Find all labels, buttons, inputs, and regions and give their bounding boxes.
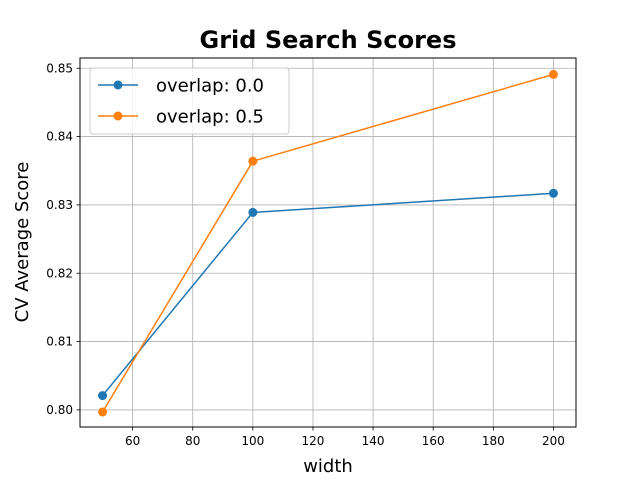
y-tick-label: 0.80 [46, 403, 73, 417]
legend-marker [113, 80, 123, 90]
y-axis-label: CV Average Score [12, 162, 33, 323]
x-tick-label: 80 [185, 434, 200, 448]
x-tick-label: 200 [542, 434, 565, 448]
y-tick-label: 0.82 [46, 266, 73, 280]
ticks: 60 80 100 120 140 160 180 200 0.80 0.81 0.82 0.83 0.… [46, 61, 565, 448]
x-axis-label: width [303, 456, 353, 477]
series-group [98, 69, 558, 417]
legend-label: overlap: 0.5 [156, 107, 264, 128]
data-point [248, 156, 258, 166]
legend-marker [113, 111, 123, 121]
plot-frame [79, 57, 577, 428]
x-tick-label: 180 [482, 434, 505, 448]
grid [80, 58, 576, 427]
x-tick-label: 140 [362, 434, 385, 448]
legend: overlap: 0.0 overlap: 0.5 [89, 67, 290, 135]
y-tick-label: 0.84 [46, 130, 73, 144]
legend-box [89, 67, 290, 135]
x-tick-label: 120 [302, 434, 325, 448]
x-tick-label: 100 [241, 434, 264, 448]
data-point [548, 69, 558, 79]
x-tick-label: 160 [422, 434, 445, 448]
y-tick-label: 0.85 [46, 61, 73, 75]
data-point [548, 188, 558, 198]
data-point [98, 391, 108, 401]
data-point [98, 407, 108, 417]
series-line-0 [101, 192, 554, 397]
y-tick-label: 0.83 [46, 198, 73, 212]
y-tick-label: 0.81 [46, 335, 73, 349]
x-tick-label: 60 [125, 434, 140, 448]
legend-label: overlap: 0.0 [156, 76, 264, 97]
chart-title: Grid Search Scores [200, 26, 457, 54]
data-point [248, 207, 258, 217]
